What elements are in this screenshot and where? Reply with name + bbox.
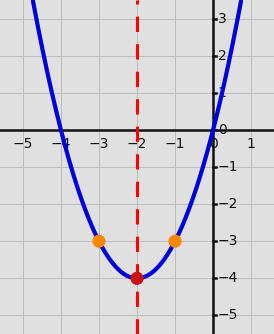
Text: 3: 3: [218, 12, 226, 26]
Text: −3: −3: [89, 137, 109, 151]
Text: −2: −2: [127, 137, 147, 151]
Point: [135, 276, 139, 281]
Point: [97, 238, 101, 244]
Text: −3: −3: [218, 234, 238, 248]
Text: −2: −2: [218, 197, 238, 211]
Text: 1: 1: [218, 86, 227, 100]
Text: −5: −5: [218, 308, 238, 322]
Text: 0: 0: [218, 123, 226, 137]
Text: −1: −1: [218, 160, 238, 174]
Text: −4: −4: [218, 271, 238, 285]
Text: −4: −4: [51, 137, 71, 151]
Text: −1: −1: [165, 137, 185, 151]
Text: 1: 1: [247, 137, 256, 151]
Text: 0: 0: [209, 137, 218, 151]
Text: −5: −5: [13, 137, 33, 151]
Text: 2: 2: [218, 49, 226, 63]
Point: [173, 238, 177, 244]
